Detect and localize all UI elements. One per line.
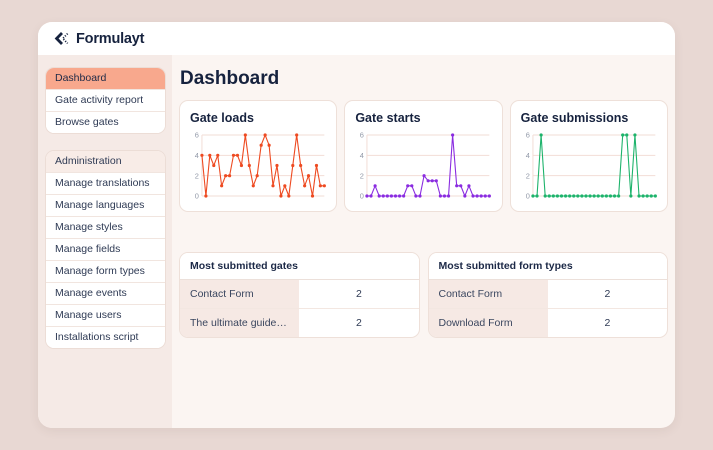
svg-text:4: 4	[525, 151, 529, 160]
table-cell-label: Download Form	[428, 309, 548, 337]
table-title: Most submitted form types	[428, 253, 667, 280]
svg-text:6: 6	[195, 131, 199, 140]
sidebar: Dashboard Gate activity report Browse gate…	[38, 55, 172, 428]
table-cell-value: 2	[604, 317, 611, 329]
chart-title: Gate starts	[355, 111, 421, 125]
sidebar-item-manage-languages[interactable]: Manage languages	[46, 194, 165, 216]
sidebar-item-dashboard[interactable]: Dashboard	[46, 68, 165, 89]
sidebar-item-installations-script[interactable]: Installations script	[46, 326, 165, 348]
line-chart: 0 2 4 6	[360, 131, 492, 201]
sidebar-main-group: Dashboard Gate activity report Browse gate…	[45, 67, 166, 134]
sidebar-section-header-administration: Administration	[46, 151, 165, 172]
sidebar-item-manage-users[interactable]: Manage users	[46, 304, 165, 326]
svg-text:2: 2	[195, 171, 199, 180]
svg-text:4: 4	[360, 151, 364, 160]
table-row: Contact Form 2	[180, 280, 419, 308]
table-row: The ultimate guide to progre… 2	[180, 308, 419, 337]
table-cell-value: 2	[355, 288, 362, 300]
app-window: Formulayt Dashboard Gate activity report B…	[38, 22, 675, 428]
svg-text:2: 2	[525, 171, 529, 180]
sidebar-item-manage-fields[interactable]: Manage fields	[46, 238, 165, 260]
chart-title: Gate loads	[190, 111, 254, 125]
table-most-submitted-form-types: Most submitted form types Contact Form 2…	[427, 252, 668, 338]
table-cell-value: 2	[604, 288, 611, 300]
table-cell-label: Contact Form	[180, 280, 300, 308]
table-most-submitted-gates: Most submitted gates Contact Form 2 The …	[179, 252, 420, 338]
table-row: Contact Form 2	[428, 280, 668, 308]
logo-text: Formulayt	[76, 30, 145, 47]
table-cell-value: 2	[355, 317, 362, 329]
table-title: Most submitted gates	[180, 253, 419, 280]
table-cell-label: The ultimate guide to progre…	[180, 309, 300, 337]
chart-card-gate-loads: Gate loads 0 2 4 6	[179, 100, 338, 212]
svg-text:0: 0	[360, 192, 364, 201]
svg-text:4: 4	[195, 151, 199, 160]
svg-text:0: 0	[525, 192, 529, 201]
logo-double-chevron-icon	[54, 31, 70, 46]
page-title: Dashboard	[180, 68, 280, 89]
sidebar-item-manage-events[interactable]: Manage events	[46, 282, 165, 304]
chart-card-gate-starts: Gate starts 0 2 4 6	[344, 100, 503, 212]
chart-card-gate-submissions: Gate submissions 0 2 4 6	[509, 100, 668, 212]
sidebar-item-browse-gates[interactable]: Browse gates	[46, 111, 165, 133]
line-chart: 0 2 4 6	[525, 131, 657, 201]
app-header: Formulayt	[38, 22, 675, 55]
charts-row: Gate loads 0 2 4 6 Gate starts 0 2 4 6 Gate su…	[179, 100, 668, 212]
table-row: Download Form 2	[428, 308, 667, 337]
sidebar-admin-group: Administration Manage translations Manage…	[45, 150, 166, 349]
svg-text:6: 6	[360, 131, 364, 140]
svg-text:0: 0	[195, 192, 199, 201]
chart-title: Gate submissions	[520, 111, 629, 125]
sidebar-item-manage-styles[interactable]: Manage styles	[46, 216, 165, 238]
app-logo[interactable]: Formulayt	[54, 31, 144, 47]
sidebar-item-gate-activity-report[interactable]: Gate activity report	[46, 89, 165, 111]
sidebar-item-manage-form-types[interactable]: Manage form types	[46, 260, 165, 282]
svg-text:2: 2	[360, 171, 364, 180]
line-chart: 0 2 4 6	[195, 131, 326, 201]
main-content: Dashboard Gate loads 0 2 4 6 Gate starts 0 2…	[172, 55, 675, 428]
sidebar-item-manage-translations[interactable]: Manage translations	[46, 172, 165, 194]
table-cell-label: Contact Form	[428, 280, 548, 308]
window-body: Dashboard Gate activity report Browse gate…	[38, 55, 675, 428]
tables-row: Most submitted gates Contact Form 2 The …	[179, 252, 668, 338]
svg-text:6: 6	[525, 131, 529, 140]
